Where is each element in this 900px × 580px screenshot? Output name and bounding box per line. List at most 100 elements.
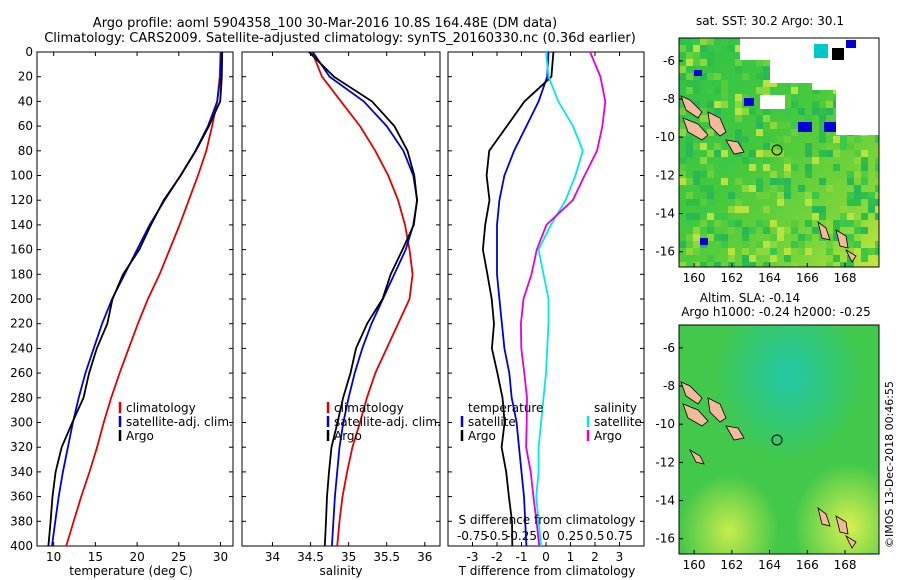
x-tick-label: 34.5 xyxy=(297,550,324,564)
sst-pixel xyxy=(721,164,728,171)
sst-pixel xyxy=(812,136,819,143)
sst-pixel xyxy=(742,262,749,267)
sst-pixel xyxy=(861,213,868,220)
sst-pixel xyxy=(812,143,819,150)
sst-pixel xyxy=(756,150,763,157)
sst-pixel xyxy=(700,38,707,45)
sla-map-title-2: Argo h1000: -0.24 h2000: -0.25 xyxy=(681,305,871,319)
sst-pixel xyxy=(784,255,791,262)
temperature-panel: 0 20 40 60 80 100 120 140 160 180 200 220 240 260 280 3… xyxy=(10,45,234,578)
sst-pixel xyxy=(679,129,686,136)
sst-pixel xyxy=(693,143,700,150)
sst-pixel xyxy=(805,199,812,206)
sst-pixel xyxy=(791,164,798,171)
sst-pixel xyxy=(728,206,735,213)
difference-legend: temperature satellite Argo salinity sate… xyxy=(460,401,642,443)
sst-map-title: sat. SST: 30.2 Argo: 30.1 xyxy=(696,14,844,28)
map-x-tick-label: 168 xyxy=(834,271,857,285)
sst-pixel xyxy=(833,220,840,227)
sst-pixel xyxy=(854,248,861,255)
sst-pixel xyxy=(707,59,714,66)
sst-pixel xyxy=(770,220,777,227)
legend-temp-satellite: satellite xyxy=(468,415,516,429)
y-tick-label: 300 xyxy=(10,416,33,430)
sst-pixel xyxy=(714,262,721,267)
sst-pixel xyxy=(763,87,770,94)
sst-pixel xyxy=(791,220,798,227)
x-tick-label: -3 xyxy=(467,550,479,564)
sst-pixel xyxy=(742,157,749,164)
sst-pixel xyxy=(763,80,770,87)
sst-pixel xyxy=(826,227,833,234)
x-tick-label: 30 xyxy=(213,550,228,564)
sst-pixel xyxy=(721,143,728,150)
sst-pixel xyxy=(749,108,756,115)
sst-pixel xyxy=(728,157,735,164)
sst-pixel xyxy=(714,220,721,227)
sst-pixel xyxy=(875,171,879,178)
sst-pixel xyxy=(735,66,742,73)
sst-pixel xyxy=(805,192,812,199)
x-tick-label: 35.5 xyxy=(373,550,400,564)
sst-pixel xyxy=(770,262,777,267)
series-climatology xyxy=(311,51,414,547)
sst-pixel xyxy=(700,143,707,150)
x-tick-label: 20 xyxy=(129,550,144,564)
sst-pixel xyxy=(714,143,721,150)
sst-pixel xyxy=(714,87,721,94)
sst-pixel xyxy=(756,192,763,199)
sst-pixel xyxy=(763,157,770,164)
sst-pixel xyxy=(735,178,742,185)
sst-pixel xyxy=(700,234,707,241)
sst-pixel xyxy=(854,234,861,241)
s-difference-label: S difference from climatology xyxy=(459,513,636,527)
sst-pixel xyxy=(875,206,879,213)
sst-pixel xyxy=(707,150,714,157)
sst-pixel xyxy=(707,171,714,178)
sst-pixel xyxy=(707,227,714,234)
sst-pixel xyxy=(784,248,791,255)
sst-pixel xyxy=(728,255,735,262)
sst-pixel xyxy=(777,192,784,199)
sst-pixel xyxy=(770,227,777,234)
y-tick-label: 140 xyxy=(10,218,33,232)
sst-pixel xyxy=(854,220,861,227)
sst-pixel xyxy=(721,213,728,220)
sst-pixel xyxy=(798,248,805,255)
sst-pixel xyxy=(679,59,686,66)
sst-pixel xyxy=(700,108,707,115)
sst-pixel xyxy=(763,241,770,248)
sst-pixel xyxy=(686,150,693,157)
y-tick-label: 180 xyxy=(10,267,33,281)
sst-pixel xyxy=(875,248,879,255)
x-tick-label: 35 xyxy=(341,550,356,564)
sst-pixel xyxy=(693,80,700,87)
y-tick-label: 340 xyxy=(10,465,33,479)
sst-pixel xyxy=(819,136,826,143)
map-x-tick-label: 164 xyxy=(758,271,781,285)
sst-pixel xyxy=(721,262,728,267)
sst-pixel xyxy=(742,234,749,241)
y-tick-label: 200 xyxy=(10,292,33,306)
sst-pixel xyxy=(798,185,805,192)
sst-pixel xyxy=(756,185,763,192)
sst-pixel xyxy=(847,241,854,248)
sst-pixel xyxy=(847,171,854,178)
sst-pixel xyxy=(693,101,700,108)
sst-pixel xyxy=(756,59,763,66)
sst-pixel xyxy=(756,241,763,248)
sst-pixel xyxy=(749,150,756,157)
sst-pixel xyxy=(854,185,861,192)
sst-pixel xyxy=(840,136,847,143)
sst-pixel xyxy=(861,157,868,164)
sst-pixel xyxy=(700,157,707,164)
sst-pixel xyxy=(693,227,700,234)
sst-pixel xyxy=(763,220,770,227)
sst-pixel xyxy=(819,150,826,157)
sst-pixel xyxy=(679,108,686,115)
sst-pixel xyxy=(770,122,777,129)
sst-pixel xyxy=(840,206,847,213)
sst-pixel xyxy=(700,115,707,122)
sla-map-title-1: Altim. SLA: -0.14 xyxy=(700,291,800,305)
sst-pixel xyxy=(868,192,875,199)
